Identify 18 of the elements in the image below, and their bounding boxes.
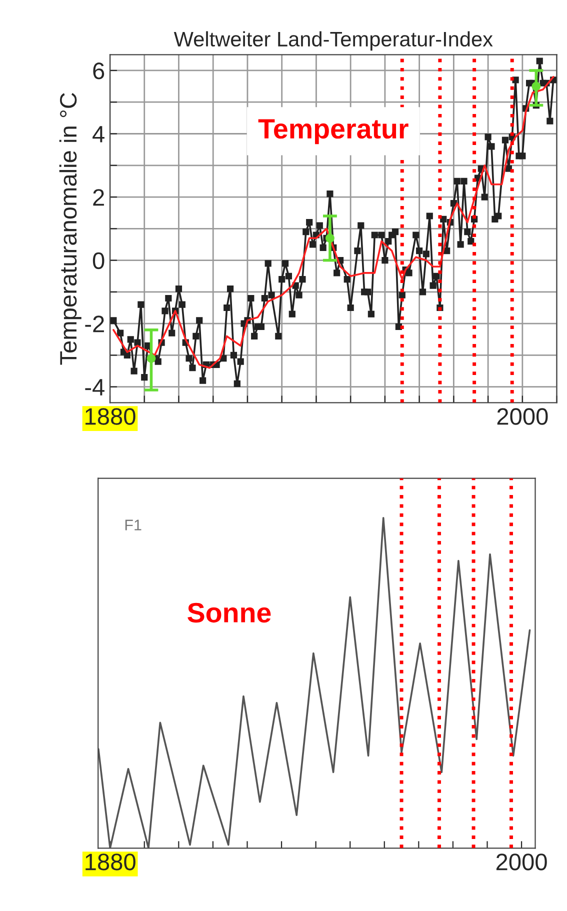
x-tick-label: 2000 xyxy=(497,408,548,425)
x-tick-label: 2000 xyxy=(496,854,547,870)
y-tick-label: 4 xyxy=(92,126,104,142)
point xyxy=(325,234,334,243)
point xyxy=(146,354,156,363)
annotation: F1 xyxy=(125,520,142,530)
y-tick-label: -4 xyxy=(85,379,104,396)
x-tick-label: 1880 xyxy=(86,408,136,425)
point xyxy=(532,82,541,91)
y-axis-title: Temperaturanomalie in °C xyxy=(59,92,82,365)
y-tick-label: -2 xyxy=(85,316,104,332)
annotation: Sonne xyxy=(188,602,271,623)
y-tick-label: 0 xyxy=(92,252,104,270)
annotation: Temperatur xyxy=(258,119,408,144)
y-tick-label: 6 xyxy=(93,62,104,80)
y-tick-label: 2 xyxy=(93,189,104,206)
x-tick-label: 1880 xyxy=(86,854,136,870)
chart-title: Weltweiter Land-Temperatur-Index xyxy=(174,31,493,51)
